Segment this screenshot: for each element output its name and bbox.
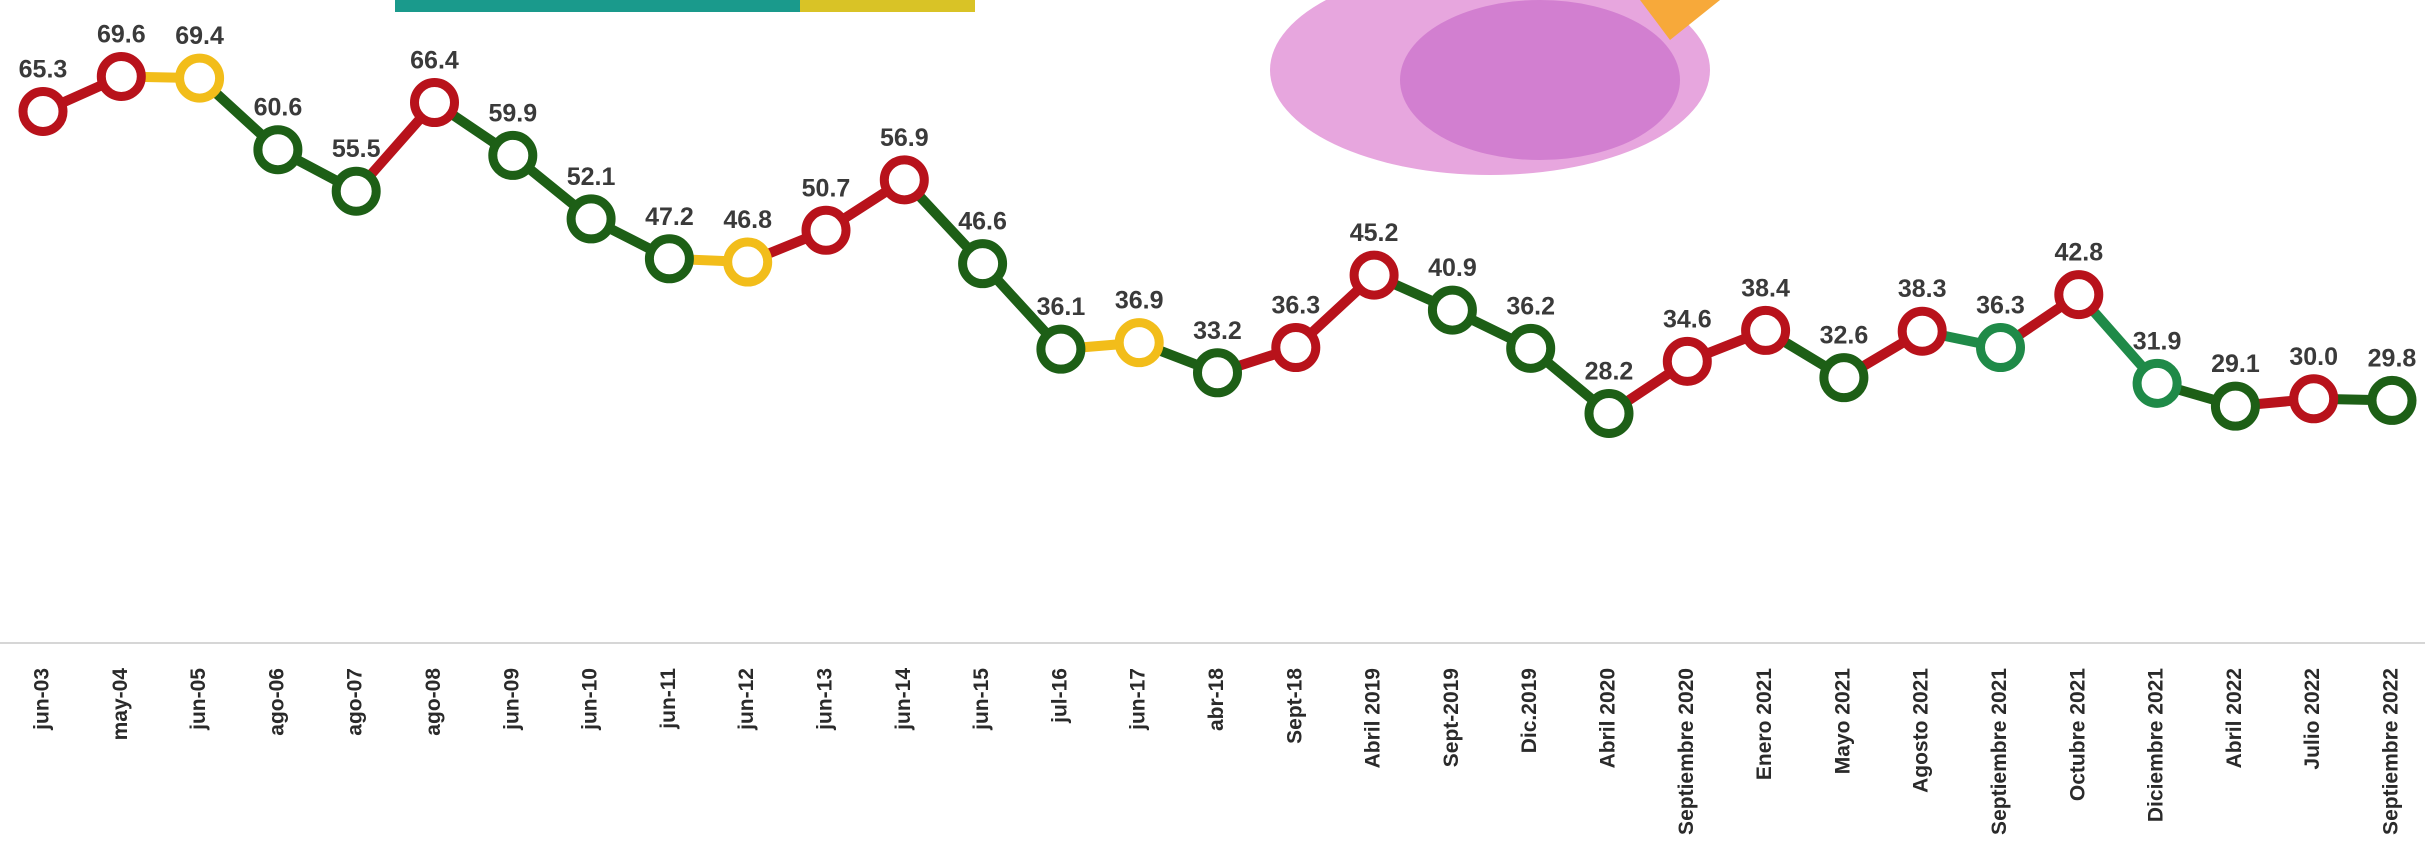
- marker: [2210, 381, 2260, 431]
- marker: [488, 130, 538, 180]
- value-label: 28.2: [1585, 357, 1634, 385]
- marker: [2289, 374, 2339, 424]
- marker: [1584, 388, 1634, 438]
- globe-land: [1400, 0, 1680, 160]
- marker: [1741, 305, 1791, 355]
- value-label: 59.9: [488, 99, 537, 127]
- marker: [1976, 323, 2025, 373]
- value-label: 30.0: [2289, 343, 2338, 371]
- value-label: 31.9: [2133, 327, 2182, 355]
- x-tick-label: Mayo 2021: [1831, 668, 1854, 775]
- marker: [1506, 323, 1556, 373]
- x-tick-label: Abril 2019: [1362, 668, 1385, 768]
- value-label: 46.6: [958, 208, 1007, 236]
- marker: [1114, 318, 1164, 368]
- marker: [2054, 270, 2104, 320]
- value-label: 36.3: [1271, 292, 1320, 320]
- marker: [1662, 336, 1712, 386]
- x-tick-label: ago-07: [344, 668, 367, 736]
- marker: [958, 239, 1008, 289]
- x-tick-label: jun-03: [31, 668, 54, 731]
- marker: [644, 234, 694, 284]
- marker: [1193, 348, 1242, 398]
- value-label: 69.6: [97, 20, 146, 48]
- value-label: 33.2: [1193, 317, 1242, 345]
- x-tick-label: jun-13: [814, 668, 837, 731]
- value-label: 65.3: [19, 55, 68, 83]
- x-tick-label: Sept-2019: [1440, 668, 1463, 767]
- value-label: 66.4: [410, 47, 459, 75]
- x-tick-label: Diciembre 2021: [2145, 668, 2168, 822]
- x-tick-label: ago-08: [422, 668, 445, 736]
- marker: [410, 78, 459, 128]
- value-label: 36.1: [1037, 293, 1086, 321]
- value-label: 52.1: [567, 163, 616, 191]
- x-tick-label: ago-06: [265, 668, 288, 736]
- x-tick-label: Dic.2019: [1518, 668, 1541, 753]
- value-label: 60.6: [254, 94, 303, 122]
- value-label: 69.4: [175, 22, 224, 50]
- value-label: 46.8: [723, 206, 772, 234]
- x-tick-label: jun-10: [579, 668, 602, 731]
- x-tick-label: Septiembre 2021: [1988, 668, 2011, 835]
- marker: [1036, 324, 1086, 374]
- marker: [96, 51, 146, 101]
- x-tick-label: Septiembre 2022: [2380, 668, 2403, 835]
- marker: [2132, 358, 2182, 408]
- x-tick-label: Octubre 2021: [2066, 668, 2089, 801]
- x-tick-label: abr-18: [1205, 668, 1228, 731]
- x-tick-label: jun-15: [970, 668, 993, 731]
- x-tick-label: Agosto 2021: [1910, 668, 1933, 793]
- x-tick-label: jun-14: [892, 668, 915, 731]
- x-tick-label: jun-09: [500, 668, 523, 731]
- x-tick-label: Septiembre 2020: [1675, 668, 1698, 835]
- x-tick-label: jun-12: [735, 668, 758, 731]
- value-label: 45.2: [1350, 219, 1399, 247]
- value-label: 34.6: [1663, 305, 1712, 333]
- x-tick-label: jul-16: [1048, 668, 1071, 724]
- x-tick-label: Julio 2022: [2301, 668, 2324, 770]
- marker: [723, 237, 773, 287]
- marker: [18, 86, 68, 136]
- x-tick-label: Abril 2020: [1597, 668, 1620, 768]
- banner-strip-accent: [800, 0, 975, 12]
- value-label: 50.7: [802, 174, 851, 202]
- value-label: 56.9: [880, 124, 929, 152]
- value-label: 36.9: [1115, 287, 1164, 315]
- marker: [253, 125, 303, 175]
- x-tick-label: Enero 2021: [1753, 668, 1776, 780]
- x-tick-label: may-04: [109, 668, 132, 741]
- x-tick-label: jun-17: [1127, 668, 1150, 731]
- x-tick-label: jun-05: [187, 668, 210, 731]
- value-label: 38.4: [1741, 274, 1790, 302]
- x-tick-label: Sept-18: [1283, 668, 1306, 744]
- value-label: 40.9: [1428, 254, 1477, 282]
- value-label: 36.3: [1976, 292, 2025, 320]
- marker: [1349, 250, 1399, 300]
- marker: [1897, 306, 1947, 356]
- value-label: 36.2: [1506, 292, 1555, 320]
- value-label: 55.5: [332, 135, 381, 163]
- decoration-accent: [1640, 0, 1720, 40]
- marker: [566, 194, 616, 244]
- marker: [1271, 323, 1321, 373]
- marker: [331, 166, 381, 216]
- value-label: 47.2: [645, 203, 694, 231]
- x-tick-label: Abril 2022: [2223, 668, 2246, 768]
- marker: [175, 53, 225, 103]
- marker: [801, 205, 851, 255]
- marker: [879, 155, 929, 205]
- value-label: 29.8: [2368, 344, 2417, 372]
- marker: [2367, 375, 2417, 425]
- value-label: 42.8: [2054, 239, 2103, 267]
- x-tick-label: jun-11: [657, 668, 680, 730]
- value-label: 38.3: [1898, 275, 1947, 303]
- marker: [1427, 285, 1477, 335]
- value-label: 29.1: [2211, 350, 2260, 378]
- marker: [1819, 353, 1869, 403]
- value-label: 32.6: [1820, 322, 1869, 350]
